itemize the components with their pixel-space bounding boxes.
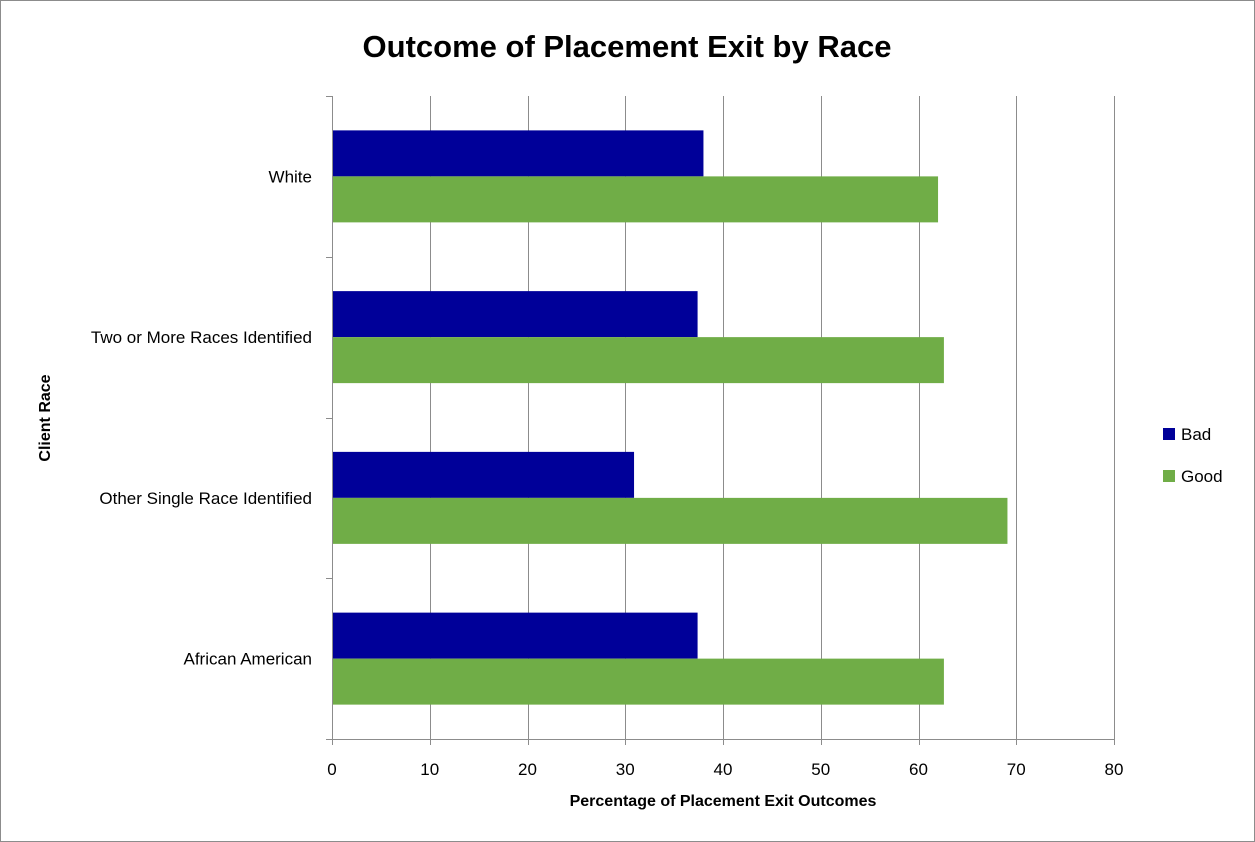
bar-good-0 bbox=[332, 176, 939, 223]
x-tick-labels: 0 10 20 30 40 50 60 70 80 bbox=[327, 760, 1123, 779]
bar-bad-1 bbox=[332, 291, 698, 338]
x-tick-label: 20 bbox=[518, 760, 537, 779]
x-tick-label: 60 bbox=[909, 760, 928, 779]
category-label: Two or More Races Identified bbox=[91, 328, 312, 347]
bar-good-2 bbox=[332, 497, 1008, 544]
x-tick-label: 40 bbox=[714, 760, 733, 779]
category-label: Other Single Race Identified bbox=[99, 489, 312, 508]
bar-good-1 bbox=[332, 337, 944, 384]
category-labels: White Two or More Races Identified Other S… bbox=[91, 167, 312, 668]
bar-good-3 bbox=[332, 658, 944, 705]
legend: Bad Good bbox=[1163, 425, 1223, 486]
category-label: White bbox=[269, 167, 312, 186]
bar-bad-3 bbox=[332, 612, 698, 659]
x-tick-label: 50 bbox=[811, 760, 830, 779]
legend-swatch-bad bbox=[1163, 428, 1175, 440]
x-tick-label: 30 bbox=[616, 760, 635, 779]
x-tick-label: 80 bbox=[1105, 760, 1124, 779]
legend-swatch-good bbox=[1163, 470, 1175, 482]
chart-title: Outcome of Placement Exit by Race bbox=[363, 29, 892, 64]
legend-label-bad: Bad bbox=[1181, 425, 1211, 444]
bars bbox=[332, 130, 1008, 705]
x-tick-label: 10 bbox=[420, 760, 439, 779]
x-tick-label: 70 bbox=[1007, 760, 1026, 779]
bar-bad-2 bbox=[332, 451, 635, 498]
bar-bad-0 bbox=[332, 130, 704, 177]
y-axis-title: Client Race bbox=[37, 374, 54, 461]
category-label: African American bbox=[184, 650, 313, 669]
legend-label-good: Good bbox=[1181, 467, 1223, 486]
x-tick-label: 0 bbox=[327, 760, 336, 779]
x-axis-title: Percentage of Placement Exit Outcomes bbox=[570, 793, 877, 810]
axes bbox=[326, 96, 1115, 745]
